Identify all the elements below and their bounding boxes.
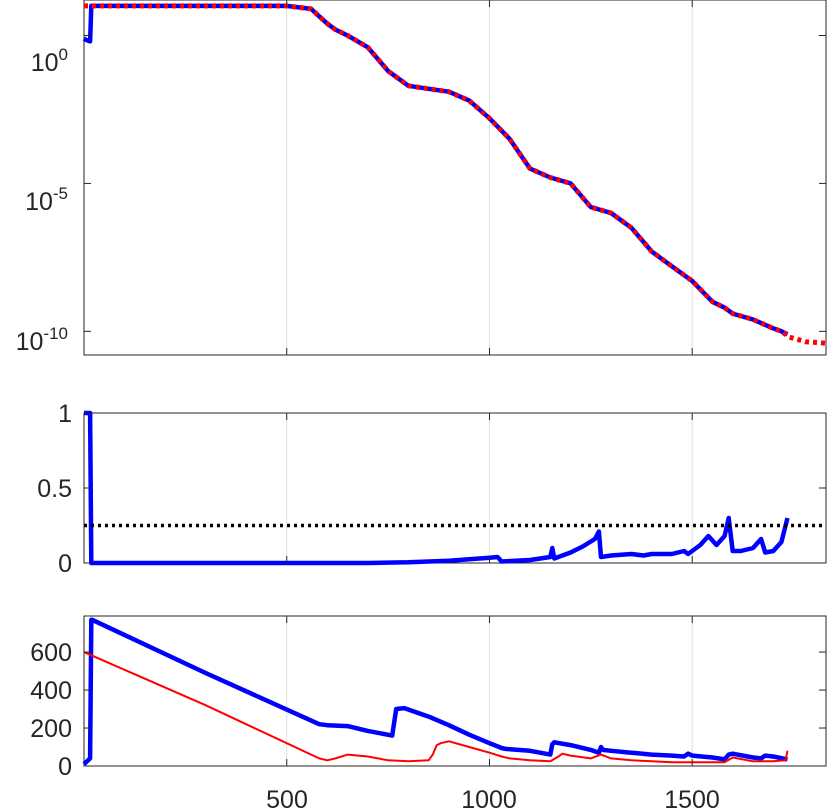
panel-1-grid — [286, 413, 693, 563]
panel-1-series-0 — [83, 410, 790, 566]
panel-2-x-tick-labels: 500 1000 1500 — [266, 786, 720, 812]
y-tick-label-ratio-1: 0.5 — [37, 475, 72, 503]
panel-ratio: 0 0.5 1 — [37, 400, 827, 578]
x-tick-label-2: 1500 — [664, 786, 720, 812]
y-tick-label-ratio-0: 0 — [58, 550, 72, 578]
y-tick-label-ratio-2: 1 — [58, 400, 72, 428]
panel-2-series-0 — [82, 617, 788, 766]
y-tick-label-count-3: 600 — [30, 639, 72, 667]
y-tick-label-count-0: 0 — [58, 753, 72, 781]
panel-1-frame — [83, 412, 827, 564]
panel-0-frame — [83, 0, 827, 356]
panel-2-ticks — [84, 616, 826, 767]
panel-0-series-0 — [82, 3, 789, 337]
y-tick-label-log-2: 10-10 — [16, 324, 68, 356]
y-tick-label-log-1: 10-5 — [25, 184, 68, 216]
panel-2-y-tick-labels: 0 200 400 600 — [30, 639, 72, 781]
y-tick-label-count-2: 400 — [30, 677, 72, 705]
x-tick-label-1: 1000 — [461, 786, 517, 812]
panel-convergence-log: 100 10-5 10-10 — [16, 0, 827, 356]
panel-1-ticks — [84, 412, 826, 564]
panel-2-series — [82, 617, 789, 766]
y-tick-label-count-1: 200 — [30, 715, 72, 743]
y-tick-label-log-0: 100 — [31, 45, 68, 77]
panel-1-series — [83, 410, 826, 566]
panel-2-frame — [83, 615, 827, 767]
x-tick-label-0: 500 — [266, 786, 308, 812]
panel-1-y-tick-labels: 0 0.5 1 — [37, 400, 72, 578]
panel-counts: 0 200 400 600 500 1000 1500 — [30, 615, 827, 812]
panel-0-y-tick-labels: 100 10-5 10-10 — [16, 45, 68, 356]
panel-0-ticks — [84, 0, 826, 355]
panel-0-series-1 — [84, 3, 827, 346]
panel-2-series-1 — [83, 651, 789, 764]
panel-0-series — [82, 3, 827, 346]
panel-0-grid — [286, 0, 693, 355]
